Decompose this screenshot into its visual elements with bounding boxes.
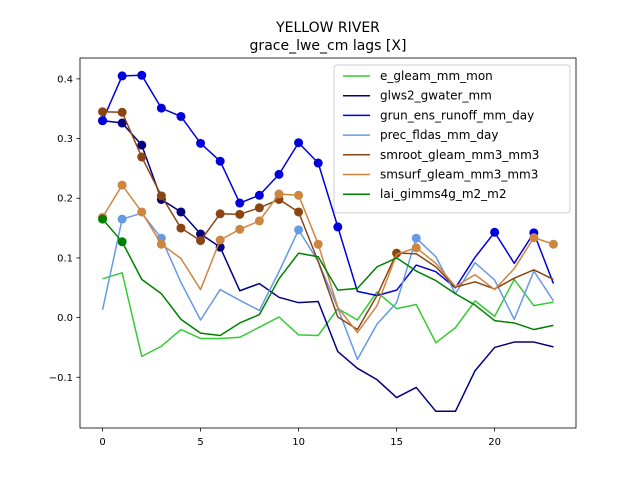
series-smroot_gleam_mm3_mm3 xyxy=(98,107,554,331)
data-point-grun_ens_runoff_mm_day-9 xyxy=(274,169,284,179)
data-point-smroot_gleam_mm3_mm3-8 xyxy=(254,203,264,213)
data-point-smroot_gleam_mm3_mm3-7 xyxy=(235,209,245,219)
x-tick-label: 0 xyxy=(99,437,105,448)
series-line-smroot_gleam_mm3_mm3 xyxy=(102,110,554,331)
y-tick-label: 0.2 xyxy=(57,194,73,205)
data-point-grun_ens_runoff_mm_day-1 xyxy=(117,71,127,81)
data-point-grun_ens_runoff_mm_day-8 xyxy=(254,190,264,200)
data-point-smroot_gleam_mm3_mm3-4 xyxy=(176,223,186,233)
x-tick-label: 10 xyxy=(292,437,305,448)
legend: e_gleam_mm_mon glws2_gwater_mm grun_ens_ru… xyxy=(333,64,571,214)
x-tick-label: 5 xyxy=(197,437,203,448)
series-layer xyxy=(98,70,558,413)
data-point-grun_ens_runoff_mm_day-5 xyxy=(196,138,206,148)
axes-layer: 0 5 10 15 20 −0.1 0.0 0.1 0.2 0.3 0.4 xyxy=(49,57,577,448)
data-point-prec_fldas_mm_day-10 xyxy=(294,225,304,235)
data-point-grun_ens_runoff_mm_day-0 xyxy=(98,116,108,126)
data-point-glws2_gwater_mm-1 xyxy=(117,118,127,128)
legend-label-lai_gimms4g_m2_m2: lai_gimms4g_m2_m2 xyxy=(380,187,507,201)
series-line-prec_fldas_mm_day xyxy=(101,212,555,361)
data-point-smsurf_gleam_mm3_mm3-16 xyxy=(411,243,421,253)
data-point-smsurf_gleam_mm3_mm3-22 xyxy=(529,233,539,243)
data-point-prec_fldas_mm_day-16 xyxy=(411,233,421,243)
legend-label-smroot_gleam_mm3_mm3: smroot_gleam_mm3_mm3 xyxy=(380,148,539,162)
series-e_gleam_mm_mon xyxy=(102,272,554,358)
data-point-grun_ens_runoff_mm_day-3 xyxy=(156,103,166,113)
y-tick-label: 0.1 xyxy=(57,253,73,264)
data-point-smsurf_gleam_mm3_mm3-3 xyxy=(156,239,166,249)
x-tick-label: 15 xyxy=(390,437,403,448)
chart-title: YELLOW RIVER xyxy=(275,20,380,36)
data-point-smroot_gleam_mm3_mm3-0 xyxy=(98,107,108,117)
data-point-smroot_gleam_mm3_mm3-5 xyxy=(196,236,206,246)
data-point-smsurf_gleam_mm3_mm3-23 xyxy=(548,239,558,249)
data-point-glws2_gwater_mm-2 xyxy=(137,140,147,150)
x-tick-label: 20 xyxy=(488,437,501,448)
data-point-smsurf_gleam_mm3_mm3-6 xyxy=(215,235,225,245)
data-point-lai_gimms4g_m2_m2-1 xyxy=(117,237,127,247)
data-point-smroot_gleam_mm3_mm3-6 xyxy=(215,209,225,219)
data-point-lai_gimms4g_m2_m2-0 xyxy=(98,214,108,224)
data-point-glws2_gwater_mm-4 xyxy=(176,207,186,217)
data-point-grun_ens_runoff_mm_day-10 xyxy=(294,138,304,148)
data-point-smroot_gleam_mm3_mm3-10 xyxy=(294,207,304,217)
y-tick-label: −0.1 xyxy=(49,373,73,384)
series-line-smsurf_gleam_mm3_mm3 xyxy=(101,184,554,334)
data-point-grun_ens_runoff_mm_day-2 xyxy=(137,70,147,80)
series-lai_gimms4g_m2_m2 xyxy=(98,214,554,337)
series-line-e_gleam_mm_mon xyxy=(102,272,554,358)
data-point-prec_fldas_mm_day-1 xyxy=(117,214,127,224)
data-point-smsurf_gleam_mm3_mm3-9 xyxy=(274,189,284,199)
chart-subtitle: grace_lwe_cm lags [X] xyxy=(250,38,407,54)
data-point-smsurf_gleam_mm3_mm3-8 xyxy=(254,216,264,226)
legend-frame xyxy=(333,64,571,214)
data-point-grun_ens_runoff_mm_day-4 xyxy=(176,111,186,121)
data-point-grun_ens_runoff_mm_day-20 xyxy=(490,227,500,237)
legend-label-smsurf_gleam_mm3_mm3: smsurf_gleam_mm3_mm3 xyxy=(380,168,538,182)
data-point-smsurf_gleam_mm3_mm3-10 xyxy=(294,190,304,200)
series-smsurf_gleam_mm3_mm3 xyxy=(98,180,558,334)
axes-frame xyxy=(79,57,577,429)
data-point-smroot_gleam_mm3_mm3-1 xyxy=(117,107,127,117)
data-point-grun_ens_runoff_mm_day-7 xyxy=(235,198,245,208)
data-point-smroot_gleam_mm3_mm3-15 xyxy=(392,248,402,258)
data-point-grun_ens_runoff_mm_day-11 xyxy=(313,158,323,168)
data-point-grun_ens_runoff_mm_day-6 xyxy=(215,156,225,166)
legend-label-e_gleam_mm_mon: e_gleam_mm_mon xyxy=(380,69,493,83)
data-point-smroot_gleam_mm3_mm3-2 xyxy=(137,152,147,162)
legend-label-grun_ens_runoff_mm_day: grun_ens_runoff_mm_day xyxy=(380,108,534,122)
data-point-smsurf_gleam_mm3_mm3-11 xyxy=(313,239,323,249)
data-point-smsurf_gleam_mm3_mm3-7 xyxy=(235,224,245,234)
y-tick-label: 0.0 xyxy=(57,313,73,324)
data-point-smsurf_gleam_mm3_mm3-2 xyxy=(137,207,147,217)
data-point-grun_ens_runoff_mm_day-12 xyxy=(333,222,343,232)
series-line-lai_gimms4g_m2_m2 xyxy=(101,218,554,337)
legend-label-glws2_gwater_mm: glws2_gwater_mm xyxy=(380,89,492,103)
y-tick-label: 0.3 xyxy=(57,134,73,145)
series-grun_ens_runoff_mm_day xyxy=(98,70,555,297)
data-point-smroot_gleam_mm3_mm3-3 xyxy=(156,191,166,201)
legend-label-prec_fldas_mm_day: prec_fldas_mm_day xyxy=(380,128,499,142)
data-point-smsurf_gleam_mm3_mm3-1 xyxy=(117,180,127,190)
y-tick-label: 0.4 xyxy=(57,74,73,85)
